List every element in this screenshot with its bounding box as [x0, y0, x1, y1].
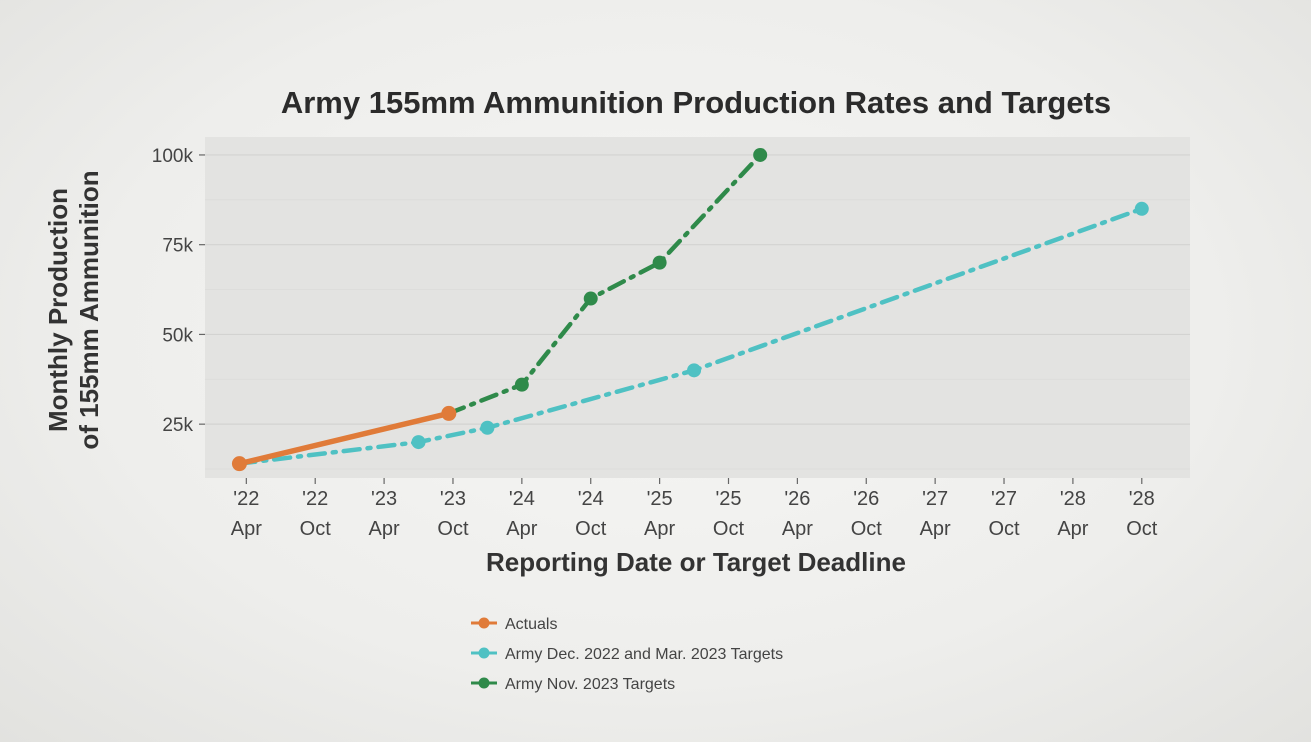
x-tick-year: '25: [647, 488, 673, 510]
x-tick-year: '23: [440, 488, 466, 510]
series-line-actuals: [236, 410, 452, 467]
legend-marker: [478, 647, 490, 659]
series-points: [231, 147, 1149, 472]
x-tick-month: Apr: [231, 518, 262, 540]
x-tick-month: Apr: [1057, 518, 1088, 540]
x-tick-year: '24: [509, 488, 535, 510]
x-tick-month: Oct: [988, 518, 1020, 540]
x-tick-year: '27: [991, 488, 1017, 510]
x-tick-month: Oct: [1126, 518, 1158, 540]
x-tick-year: '26: [784, 488, 810, 510]
legend-item-army-dec-2022-and-mar-2023-targets: Army Dec. 2022 and Mar. 2023 Targets: [471, 646, 783, 663]
x-tick-year: '24: [578, 488, 604, 510]
x-tick-month: Apr: [920, 518, 951, 540]
x-tick-month: Apr: [782, 518, 813, 540]
data-point-actuals: [231, 456, 247, 472]
y-axis-ticks: 25k 50k 75k 100k: [152, 146, 205, 436]
y-axis-title-line1: Monthly Production: [43, 188, 73, 432]
x-tick-month: Oct: [575, 518, 607, 540]
x-tick-month: Apr: [644, 518, 675, 540]
x-tick-month: Oct: [851, 518, 883, 540]
data-point-army-nov-2023-targets: [583, 291, 598, 306]
data-point-army-dec-2022-and-mar-2023-targets: [480, 420, 495, 435]
data-point-army-nov-2023-targets: [753, 147, 768, 162]
legend-item-army-nov-2023-targets: Army Nov. 2023 Targets: [471, 676, 675, 693]
x-tick-month: Apr: [506, 518, 537, 540]
x-tick-year: '22: [302, 488, 328, 510]
legend-item-actuals: Actuals: [471, 616, 557, 633]
x-tick-month: Apr: [369, 518, 400, 540]
legend-label: Army Dec. 2022 and Mar. 2023 Targets: [505, 646, 783, 663]
data-point-army-dec-2022-and-mar-2023-targets: [687, 363, 702, 378]
x-tick-month: Oct: [300, 518, 332, 540]
data-point-actuals: [441, 405, 457, 421]
chart-title: Army 155mm Ammunition Production Rates a…: [281, 85, 1111, 120]
x-axis-ticks: '22 Apr '22 Oct '23 Apr '23 Oct '24 Apr '24 Oct '25 A…: [231, 478, 1158, 540]
data-point-army-nov-2023-targets: [514, 377, 529, 392]
data-point-army-nov-2023-targets: [652, 255, 667, 270]
x-tick-year: '26: [853, 488, 879, 510]
y-axis-title-line2: of 155mm Ammunition: [74, 170, 104, 449]
legend: Actuals Army Dec. 2022 and Mar. 2023 Targ…: [471, 616, 783, 693]
x-tick-month: Oct: [713, 518, 745, 540]
legend-label: Army Nov. 2023 Targets: [505, 676, 675, 693]
x-tick-year: '27: [922, 488, 948, 510]
legend-marker: [478, 677, 490, 689]
x-tick-year: '23: [371, 488, 397, 510]
plot-area: [205, 137, 1190, 478]
data-point-army-dec-2022-and-mar-2023-targets: [1134, 201, 1149, 216]
y-tick-label: 25k: [162, 415, 193, 436]
x-tick-year: '28: [1129, 488, 1155, 510]
x-tick-month: Oct: [437, 518, 469, 540]
x-tick-year: '22: [233, 488, 259, 510]
legend-label: Actuals: [505, 616, 557, 633]
data-point-army-dec-2022-and-mar-2023-targets: [411, 435, 426, 450]
legend-marker: [478, 617, 490, 629]
y-tick-label: 75k: [162, 236, 193, 257]
gridlines: [205, 154, 1190, 470]
y-tick-label: 50k: [162, 325, 193, 346]
x-axis-title: Reporting Date or Target Deadline: [486, 547, 906, 577]
y-tick-label: 100k: [152, 146, 194, 167]
x-tick-year: '25: [715, 488, 741, 510]
x-tick-year: '28: [1060, 488, 1086, 510]
